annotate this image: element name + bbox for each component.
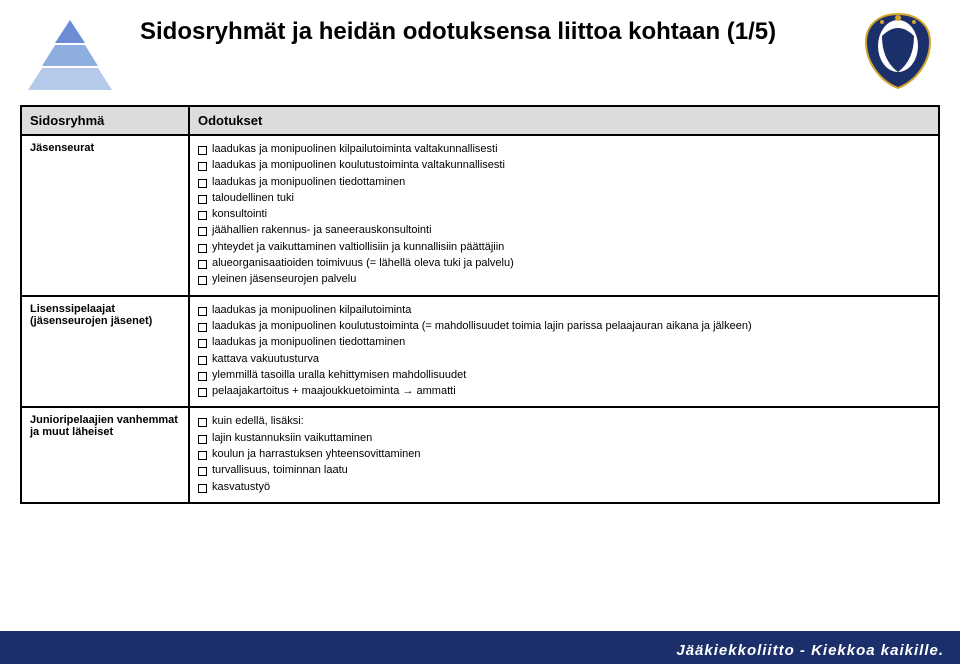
list-item: laadukas ja monipuolinen tiedottaminen <box>198 335 930 349</box>
row-label: Junioripelaajien vanhemmat ja muut lähei… <box>21 407 189 502</box>
list-item: konsultointi <box>198 207 930 221</box>
list-item: koulun ja harrastuksen yhteensovittamine… <box>198 447 930 461</box>
col-header-group: Sidosryhmä <box>21 106 189 135</box>
list-item: yhteydet ja vaikuttaminen valtiollisiin … <box>198 240 930 254</box>
table-row: Jäsenseurat laadukas ja monipuolinen kil… <box>21 135 939 296</box>
list-item: ylemmillä tasoilla uralla kehittymisen m… <box>198 368 930 382</box>
list-item: kasvatustyö <box>198 480 930 494</box>
federation-logo <box>858 12 938 95</box>
table-row: Junioripelaajien vanhemmat ja muut lähei… <box>21 407 939 502</box>
col-header-expectations: Odotukset <box>189 106 939 135</box>
row-items: laadukas ja monipuolinen kilpailutoimint… <box>189 296 939 408</box>
row-items: laadukas ja monipuolinen kilpailutoimint… <box>189 135 939 296</box>
list-item: pelaajakartoitus + maajoukkuetoiminta → … <box>198 384 930 398</box>
table-row: Lisenssipelaajat (jäsenseurojen jäsenet)… <box>21 296 939 408</box>
slide-title-wrap: Sidosryhmät ja heidän odotuksensa liitto… <box>140 18 840 47</box>
row-label: Jäsenseurat <box>21 135 189 296</box>
list-item: lajin kustannuksiin vaikuttaminen <box>198 431 930 445</box>
list-item: alueorganisaatioiden toimivuus (= lähell… <box>198 256 930 270</box>
list-item: laadukas ja monipuolinen tiedottaminen <box>198 175 930 189</box>
list-item: laadukas ja monipuolinen koulutustoimint… <box>198 158 930 172</box>
list-item: yleinen jäsenseurojen palvelu <box>198 272 930 286</box>
slide: { "title": "Sidosryhmät ja heidän odotuk… <box>0 0 960 664</box>
list-item: laadukas ja monipuolinen koulutustoimint… <box>198 319 930 333</box>
pyramid-icon <box>20 20 120 95</box>
list-item: kuin edellä, lisäksi: <box>198 414 930 428</box>
slide-title: Sidosryhmät ja heidän odotuksensa liitto… <box>140 18 840 47</box>
footer-text: Jääkiekkoliitto - Kiekkoa kaikille. <box>676 642 944 659</box>
list-item: kattava vakuutusturva <box>198 352 930 366</box>
list-item: laadukas ja monipuolinen kilpailutoimint… <box>198 303 930 317</box>
row-items: kuin edellä, lisäksi: lajin kustannuksii… <box>189 407 939 502</box>
row-label: Lisenssipelaajat (jäsenseurojen jäsenet) <box>21 296 189 408</box>
list-item: taloudellinen tuki <box>198 191 930 205</box>
table-header-row: Sidosryhmä Odotukset <box>21 106 939 135</box>
list-item: laadukas ja monipuolinen kilpailutoimint… <box>198 142 930 156</box>
list-item: turvallisuus, toiminnan laatu <box>198 463 930 477</box>
footer-bar: Jääkiekkoliitto - Kiekkoa kaikille. <box>0 634 960 664</box>
stakeholder-table: Sidosryhmä Odotukset Jäsenseurat laaduka… <box>20 105 940 504</box>
list-item: jäähallien rakennus- ja saneerauskonsult… <box>198 223 930 237</box>
